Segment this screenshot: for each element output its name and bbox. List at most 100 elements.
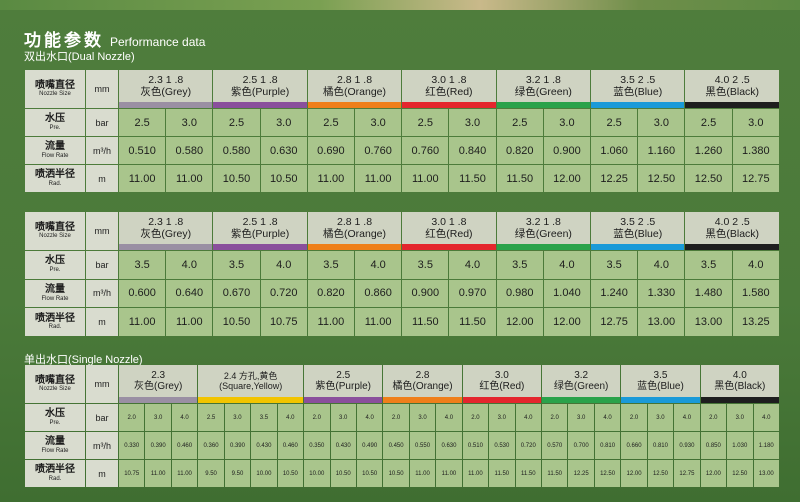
nozzle-size-header: 3.2 绿色(Green) xyxy=(542,365,621,403)
pressure-value: 2.0 xyxy=(542,404,568,431)
radius-value: 12.00 xyxy=(543,308,591,336)
flow-rate-label: 流量 Flow Rate xyxy=(25,137,85,164)
pressure-value: 4.0 xyxy=(515,404,541,431)
radius-value: 12.50 xyxy=(638,165,685,192)
radius-value: 11.00 xyxy=(171,460,198,487)
flow-value: 0.330 xyxy=(119,432,145,459)
radius-value: 10.50 xyxy=(260,165,307,192)
radius-value: 9.50 xyxy=(224,460,251,487)
radius-value: 12.00 xyxy=(543,165,591,192)
unit-m: m xyxy=(86,308,118,336)
dual-nozzle-label: 双出水口(Dual Nozzle) xyxy=(24,51,135,63)
single-nozzle-table: 喷嘴直径 Nozzle Size mm 2.3 灰色(Grey) 2.4 方孔,黄色 (Sq… xyxy=(24,364,780,488)
radius-value: 9.50 xyxy=(198,460,224,487)
flow-value: 0.430 xyxy=(330,432,356,459)
pressure-value: 2.0 xyxy=(304,404,330,431)
radius-value: 11.00 xyxy=(166,308,213,336)
unit-flow: m³/h xyxy=(86,137,118,164)
radius-label: 喷洒半径 Rad. xyxy=(25,308,85,336)
pressure-value: 2.5 xyxy=(307,109,355,136)
pressure-value: 3.0 xyxy=(449,109,496,136)
flow-value: 0.630 xyxy=(260,137,307,164)
unit-mm: mm xyxy=(86,365,118,403)
flow-value: 0.820 xyxy=(307,279,355,308)
pressure-value: 4.0 xyxy=(674,404,700,431)
radius-value: 11.50 xyxy=(489,460,515,487)
nozzle-size-header: 2.5 1 .8 紫色(Purple) xyxy=(213,212,307,250)
radius-value: 12.50 xyxy=(727,460,753,487)
pressure-value: 2.0 xyxy=(119,404,145,431)
flow-value: 1.180 xyxy=(753,432,779,459)
pressure-value: 3.0 xyxy=(355,109,402,136)
nozzle-size-label: 喷嘴直径 Nozzle Size xyxy=(25,365,85,403)
nozzle-size-header: 3.0 1 .8 红色(Red) xyxy=(402,70,496,108)
radius-value: 12.25 xyxy=(591,165,638,192)
flow-value: 0.510 xyxy=(462,432,489,459)
flow-value: 0.350 xyxy=(304,432,330,459)
radius-value: 11.50 xyxy=(402,308,449,336)
flow-value: 0.840 xyxy=(449,137,496,164)
flow-value: 1.030 xyxy=(727,432,753,459)
unit-bar: bar xyxy=(86,109,118,136)
pressure-label: 水压 Pre. xyxy=(25,404,85,431)
pressure-value: 3.5 xyxy=(685,251,732,279)
flow-value: 0.600 xyxy=(119,279,166,308)
radius-label: 喷洒半径 Rad. xyxy=(25,460,85,487)
flow-value: 0.630 xyxy=(436,432,462,459)
unit-mm: mm xyxy=(86,212,118,250)
radius-value: 11.00 xyxy=(145,460,171,487)
pressure-value: 3.0 xyxy=(489,404,515,431)
pressure-value: 4.0 xyxy=(356,404,383,431)
flow-value: 0.450 xyxy=(383,432,409,459)
radius-value: 11.00 xyxy=(409,460,436,487)
flow-value: 0.510 xyxy=(119,137,166,164)
flow-value: 1.380 xyxy=(732,137,779,164)
pressure-value: 4.0 xyxy=(277,404,304,431)
radius-value: 10.00 xyxy=(304,460,330,487)
pressure-value: 3.0 xyxy=(543,109,591,136)
nozzle-size-header: 2.8 1 .8 橘色(Orange) xyxy=(307,70,402,108)
page-title: 功能参数 Performance data xyxy=(24,26,205,51)
radius-value: 12.50 xyxy=(647,460,674,487)
flow-value: 0.530 xyxy=(489,432,515,459)
nozzle-size-header: 4.0 黑色(Black) xyxy=(700,365,779,403)
nozzle-size-header: 3.2 1 .8 绿色(Green) xyxy=(496,70,591,108)
nozzle-size-header: 2.5 1 .8 紫色(Purple) xyxy=(213,70,307,108)
flow-value: 0.980 xyxy=(496,279,543,308)
nozzle-size-header: 2.3 1 .8 灰色(Grey) xyxy=(119,212,213,250)
pressure-value: 3.5 xyxy=(402,251,449,279)
radius-value: 11.50 xyxy=(542,460,568,487)
dual-nozzle-table-1: 喷嘴直径 Nozzle Size mm 2.3 1 .8 灰色(Grey) 2.5 1 .… xyxy=(24,69,780,193)
pressure-value: 3.5 xyxy=(307,251,355,279)
pressure-value: 3.0 xyxy=(727,404,753,431)
pressure-value: 2.5 xyxy=(119,109,166,136)
radius-value: 13.00 xyxy=(685,308,732,336)
flow-rate-label: 流量 Flow Rate xyxy=(25,432,85,459)
pressure-value: 2.5 xyxy=(402,109,449,136)
pressure-value: 2.0 xyxy=(462,404,489,431)
flow-value: 0.700 xyxy=(568,432,594,459)
radius-value: 12.00 xyxy=(621,460,647,487)
radius-value: 11.00 xyxy=(307,165,355,192)
flow-value: 0.900 xyxy=(543,137,591,164)
flow-value: 0.580 xyxy=(213,137,260,164)
title-en: Performance data xyxy=(110,35,206,49)
flow-value: 1.060 xyxy=(591,137,638,164)
nozzle-size-label: 喷嘴直径 Nozzle Size xyxy=(25,70,85,108)
nozzle-size-header: 2.5 紫色(Purple) xyxy=(304,365,383,403)
unit-bar: bar xyxy=(86,404,118,431)
pressure-value: 2.0 xyxy=(621,404,647,431)
radius-value: 12.75 xyxy=(674,460,700,487)
radius-value: 13.00 xyxy=(638,308,685,336)
nozzle-size-header: 3.0 红色(Red) xyxy=(462,365,541,403)
radius-value: 10.50 xyxy=(383,460,409,487)
pressure-value: 4.0 xyxy=(166,251,213,279)
radius-value: 10.50 xyxy=(213,165,260,192)
pressure-value: 3.0 xyxy=(330,404,356,431)
nozzle-size-header: 3.5 2 .5 蓝色(Blue) xyxy=(591,212,685,250)
pressure-value: 4.0 xyxy=(638,251,685,279)
flow-value: 0.640 xyxy=(166,279,213,308)
flow-value: 0.550 xyxy=(409,432,436,459)
flow-value: 0.720 xyxy=(260,279,307,308)
pressure-value: 2.5 xyxy=(496,109,543,136)
